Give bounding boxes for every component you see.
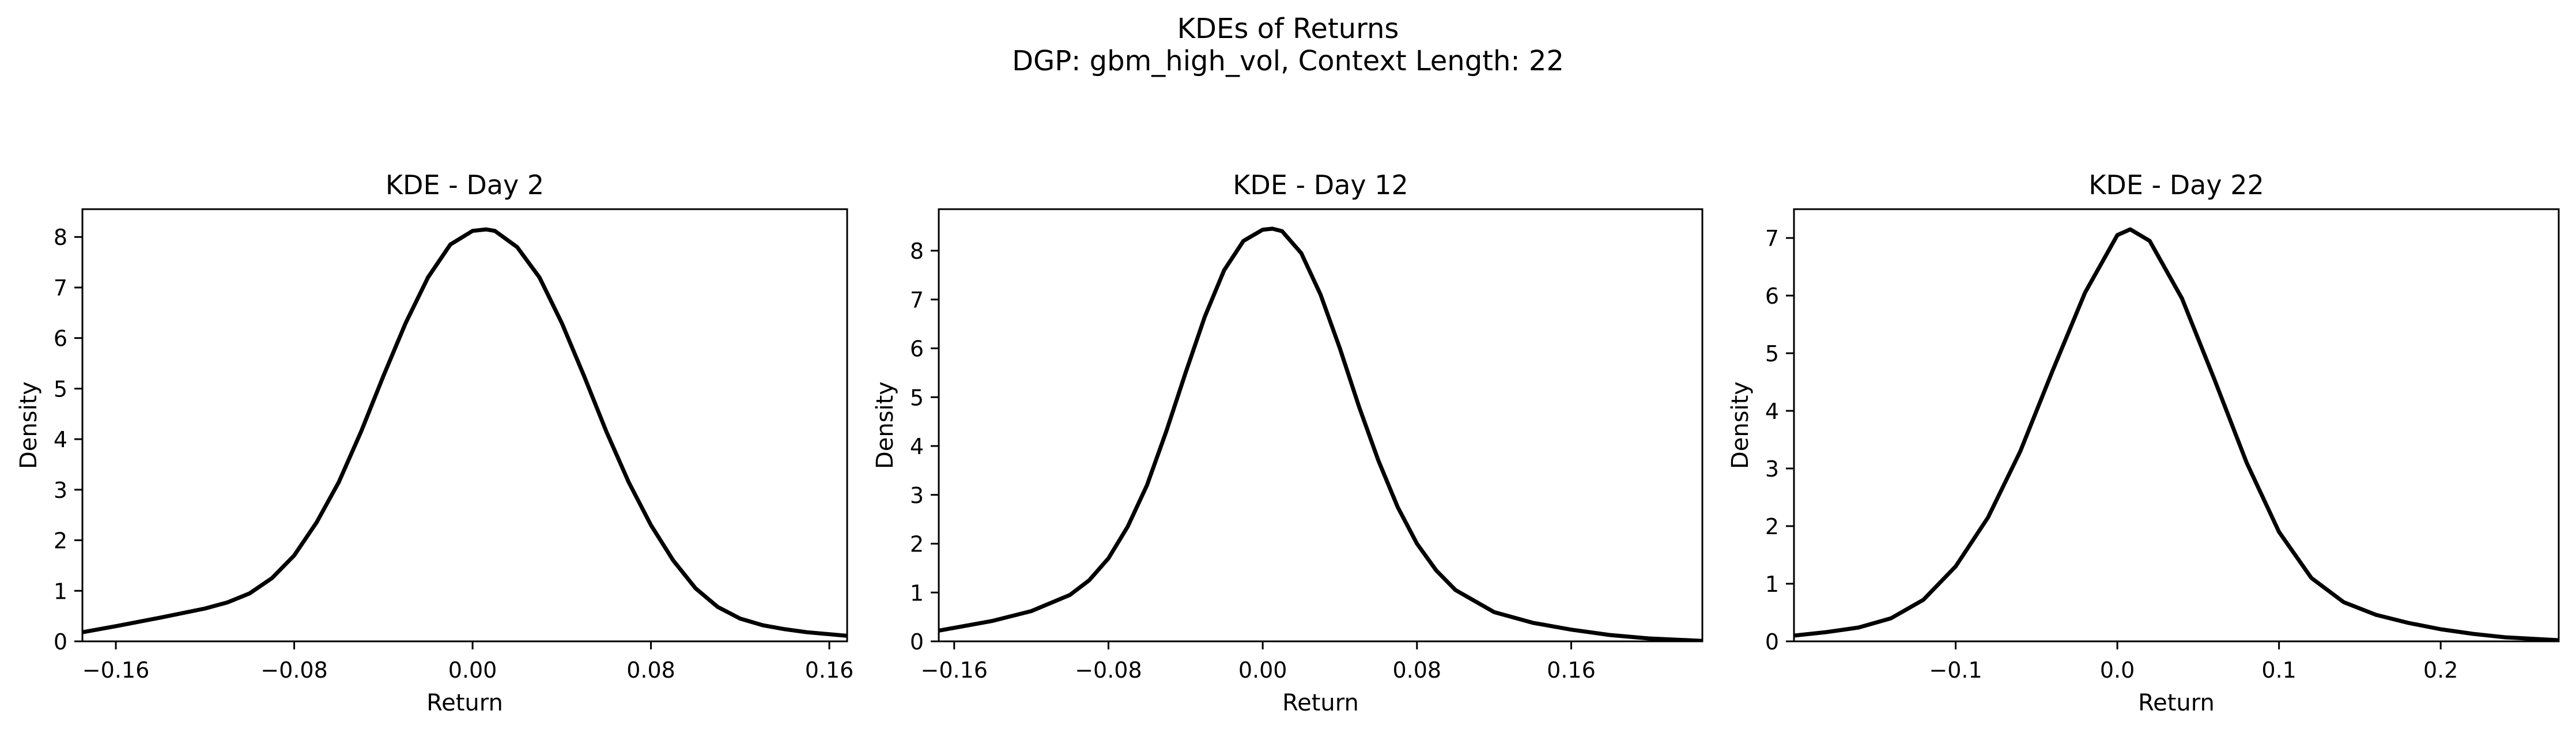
y-tick-label: 7	[54, 275, 67, 301]
y-tick-label: 6	[1765, 284, 1779, 309]
subplot-title: KDE - Day 2	[386, 169, 544, 201]
y-tick-label: 2	[1765, 514, 1779, 539]
y-tick-label: 6	[54, 326, 67, 352]
subplot-3: −0.1 0.0 0.1 0.2 0 1 2 3 4 5 6 7 KDE - Day 22 Return D…	[1727, 169, 2560, 716]
x-tick-label: 0.00	[448, 657, 497, 683]
y-tick-label: 7	[910, 288, 924, 313]
y-axis-label: Density	[872, 381, 898, 469]
x-axis-label: Return	[2138, 690, 2215, 716]
y-tick-label: 5	[910, 385, 924, 410]
figure-title: KDEs of Returns	[1177, 13, 1399, 45]
y-tick-label: 8	[910, 239, 924, 264]
y-tick-label: 6	[910, 337, 924, 362]
x-tick-label: 0.16	[1547, 657, 1596, 683]
x-tick-label: −0.08	[1075, 657, 1142, 683]
x-axis-label: Return	[426, 690, 503, 716]
y-tick-label: 8	[54, 225, 67, 250]
y-tick-label: 4	[54, 427, 67, 452]
y-tick-label: 0	[910, 629, 924, 655]
y-tick-label: 2	[54, 528, 67, 554]
x-tick-label: 0.08	[626, 657, 675, 683]
y-tick-label: 5	[54, 376, 67, 402]
y-tick-label: 3	[1765, 456, 1779, 482]
axes-frame	[1793, 208, 2560, 642]
x-tick-label: 0.16	[805, 657, 854, 683]
figure-subtitle: DGP: gbm_high_vol, Context Length: 22	[1012, 45, 1564, 77]
y-tick-label: 5	[1765, 341, 1779, 366]
subplot-1: −0.16 −0.08 0.00 0.08 0.16 0 1 2 3 4 5 6 7 8 KDE - Day…	[16, 169, 853, 716]
x-tick-label: −0.1	[1929, 657, 1982, 683]
x-tick-label: −0.08	[260, 657, 327, 683]
x-tick-label: 0.2	[2423, 657, 2458, 683]
axes-frame	[938, 208, 1704, 642]
subplot-title: KDE - Day 12	[1233, 169, 1408, 201]
y-tick-label: 7	[1765, 226, 1779, 251]
y-tick-label: 0	[1765, 629, 1779, 655]
y-axis-label: Density	[1727, 381, 1754, 469]
y-tick-label: 1	[910, 580, 924, 606]
subplot-2: −0.16 −0.08 0.00 0.08 0.16 0 1 2 3 4 5 6 7 8 KDE - Day…	[872, 169, 1704, 716]
y-axis-label: Density	[16, 381, 42, 469]
x-tick-label: 0.08	[1392, 657, 1441, 683]
y-tick-label: 2	[910, 532, 924, 557]
x-tick-label: −0.16	[921, 657, 988, 683]
axes-frame	[81, 208, 848, 642]
y-tick-label: 0	[54, 629, 67, 655]
x-tick-label: 0.00	[1238, 657, 1287, 683]
y-tick-label: 4	[1765, 399, 1779, 424]
y-tick-label: 1	[54, 579, 67, 604]
kde-line	[1794, 227, 2559, 641]
x-tick-label: 0.1	[2261, 657, 2296, 683]
y-tick-label: 3	[54, 478, 67, 503]
x-axis-label: Return	[1282, 690, 1359, 716]
y-tick-label: 4	[910, 434, 924, 459]
subplot-title: KDE - Day 22	[2088, 169, 2264, 201]
x-tick-label: 0.0	[2100, 657, 2135, 683]
y-tick-label: 3	[910, 483, 924, 508]
y-tick-label: 1	[1765, 572, 1779, 597]
kde-line	[82, 227, 847, 638]
kde-line	[939, 226, 1702, 641]
x-tick-label: −0.16	[82, 657, 149, 683]
